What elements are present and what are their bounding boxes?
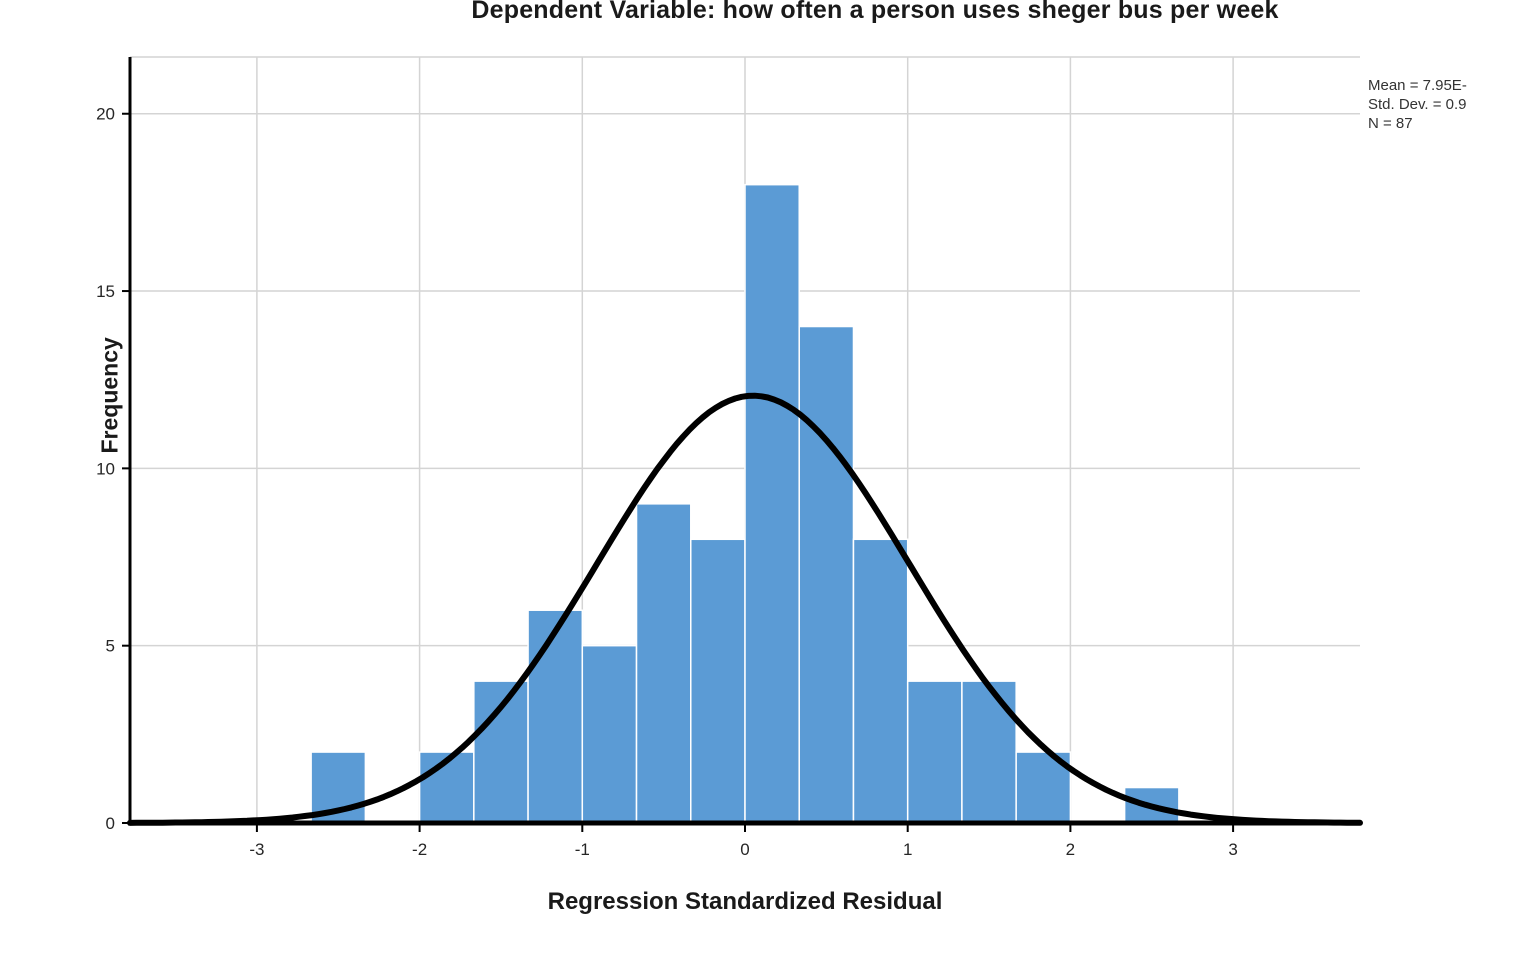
- histogram-bar: [635, 503, 692, 824]
- chart-title: Dependent Variable: how often a person u…: [471, 0, 1279, 24]
- stats-annotation: Mean = 7.95E- Std. Dev. = 0.9 N = 87: [1368, 76, 1467, 133]
- stat-std-dev: Std. Dev. = 0.9: [1368, 96, 1467, 113]
- stat-mean: Mean = 7.95E-: [1368, 77, 1467, 94]
- y-tick-label: 15: [96, 282, 115, 301]
- x-tick-label: 0: [740, 840, 749, 859]
- x-axis-label: Regression Standardized Residual: [547, 888, 943, 915]
- histogram-bar: [581, 644, 638, 824]
- histogram-bar: [961, 680, 1017, 824]
- y-tick-label: 20: [96, 105, 115, 124]
- histogram-bar: [527, 609, 584, 824]
- x-tick-label: -3: [249, 840, 264, 859]
- stat-n: N = 87: [1368, 115, 1413, 132]
- normal-curve: [127, 392, 1363, 826]
- x-tick-label: -2: [412, 840, 427, 859]
- x-tick-label: 2: [1066, 840, 1075, 859]
- histogram-bar: [690, 538, 746, 824]
- x-tick-label: 1: [903, 840, 912, 859]
- histogram-bar: [798, 325, 855, 824]
- x-tick-label: -1: [575, 840, 590, 859]
- histogram-bar: [852, 538, 909, 824]
- histogram-bar: [906, 680, 963, 824]
- y-tick-label: 0: [106, 814, 115, 833]
- x-tick-label: 3: [1228, 840, 1237, 859]
- y-tick-label: 5: [106, 637, 115, 656]
- y-axis-label: Frequency: [96, 337, 123, 454]
- histogram-bar: [744, 183, 800, 824]
- y-tick-label: 10: [96, 459, 115, 478]
